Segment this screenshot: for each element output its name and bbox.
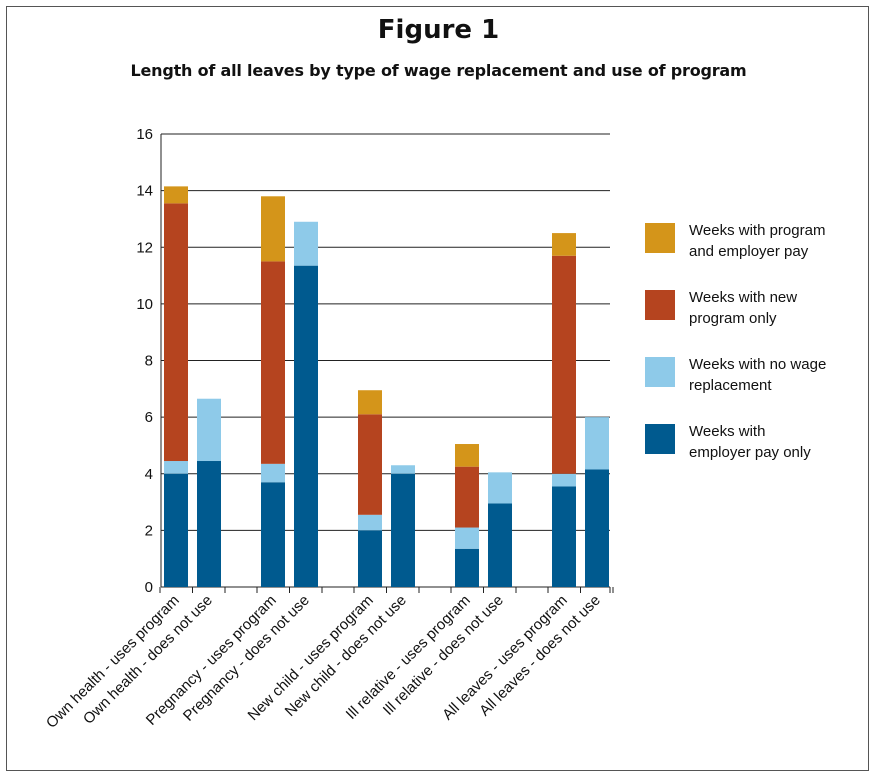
legend-label: and employer pay xyxy=(689,243,809,260)
y-tick-label: 8 xyxy=(145,353,153,370)
y-tick-label: 16 xyxy=(136,126,153,143)
bar-segment xyxy=(552,233,576,256)
bar-segment xyxy=(455,466,479,528)
bar-segment xyxy=(488,503,512,587)
y-tick-label: 4 xyxy=(145,466,153,483)
bar-segment xyxy=(164,186,188,204)
legend-label: program only xyxy=(689,310,777,327)
legend-label: replacement xyxy=(689,377,772,394)
legend-swatch xyxy=(645,223,675,253)
bar-segment xyxy=(391,473,415,587)
bar-segment xyxy=(197,398,221,462)
bar-segment xyxy=(164,473,188,587)
y-tick-label: 14 xyxy=(136,183,153,200)
bar-segment xyxy=(391,465,415,474)
bar-segment xyxy=(164,203,188,462)
legend-swatch xyxy=(645,424,675,454)
legend-swatch xyxy=(645,290,675,320)
y-tick-label: 12 xyxy=(136,239,153,256)
bar-segment xyxy=(488,472,512,504)
bar-segment xyxy=(261,196,285,262)
bar-segment xyxy=(261,463,285,483)
legend-label: Weeks with new xyxy=(689,289,797,306)
y-tick-label: 2 xyxy=(145,522,153,539)
legend-swatch xyxy=(645,357,675,387)
bar-segment xyxy=(358,514,382,531)
legend-label: Weeks with program xyxy=(689,222,825,239)
bar-segment xyxy=(294,221,318,266)
bar-segment xyxy=(197,461,221,587)
legend-label: employer pay only xyxy=(689,444,811,461)
figure-subtitle: Length of all leaves by type of wage rep… xyxy=(130,61,747,80)
y-tick-label: 6 xyxy=(145,409,153,426)
bar-segment xyxy=(552,473,576,487)
bar-segment xyxy=(552,255,576,474)
bar-segment xyxy=(294,265,318,587)
legend-label: Weeks with xyxy=(689,423,765,440)
bar-segment xyxy=(552,486,576,587)
bar-segment xyxy=(585,469,609,587)
bar-segment xyxy=(358,414,382,515)
bar-segment xyxy=(358,390,382,415)
bar-segment xyxy=(455,444,479,467)
bar-segment xyxy=(358,530,382,587)
y-tick-label: 10 xyxy=(136,296,153,313)
legend-label: Weeks with no wage xyxy=(689,356,826,373)
bar-segment xyxy=(164,461,188,474)
bar-segment xyxy=(585,417,609,470)
y-tick-label: 0 xyxy=(145,579,153,596)
bar-segment xyxy=(455,548,479,587)
bar-segment xyxy=(455,527,479,549)
figure-title: Figure 1 xyxy=(377,15,500,45)
bar-segment xyxy=(261,482,285,587)
bar-segment xyxy=(261,261,285,464)
